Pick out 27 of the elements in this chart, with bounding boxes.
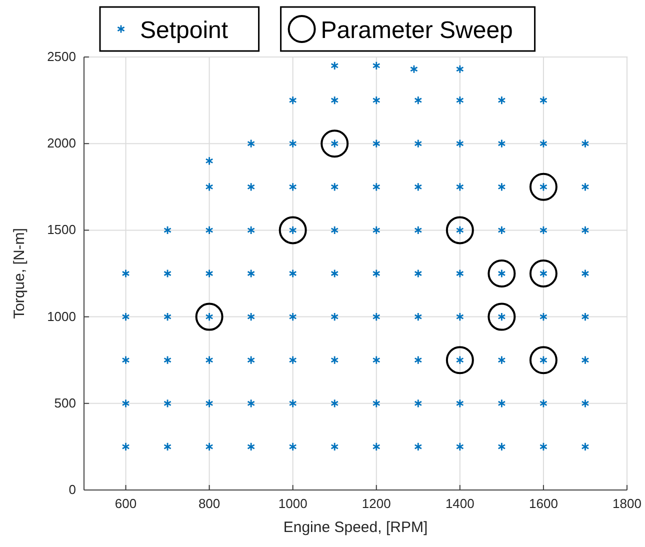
point (488, 260, 516, 288)
point (488, 302, 516, 331)
x-tick-label: 800 (198, 496, 220, 511)
x-tick-label: 1200 (362, 496, 391, 511)
x-axis-title: Engine Speed, [RPM] (283, 519, 428, 536)
y-axis-title: Torque, [N-m] (11, 228, 28, 319)
y-tick-label: 1000 (47, 308, 76, 324)
point (446, 216, 474, 244)
x-tick-label: 600 (114, 496, 137, 511)
point (320, 130, 349, 158)
point (195, 302, 224, 331)
x-tick-label: 1400 (445, 496, 474, 511)
y-tick-label: 2500 (47, 49, 76, 64)
y-tick-label: 500 (54, 395, 76, 410)
x-tick-label: 1800 (612, 496, 642, 511)
point (529, 260, 558, 288)
x-tick-label: 1000 (278, 496, 308, 511)
point (446, 346, 474, 374)
y-tick-label: 1500 (47, 222, 76, 238)
point (278, 216, 307, 244)
y-tick-label: 0 (68, 482, 76, 497)
legend-label: Parameter Sweep (320, 17, 513, 44)
point (529, 346, 558, 374)
y-tick-label: 2000 (47, 136, 76, 151)
point (529, 172, 558, 201)
x-tick-label: 1600 (529, 496, 558, 511)
legend-label: Setpoint (140, 17, 228, 44)
